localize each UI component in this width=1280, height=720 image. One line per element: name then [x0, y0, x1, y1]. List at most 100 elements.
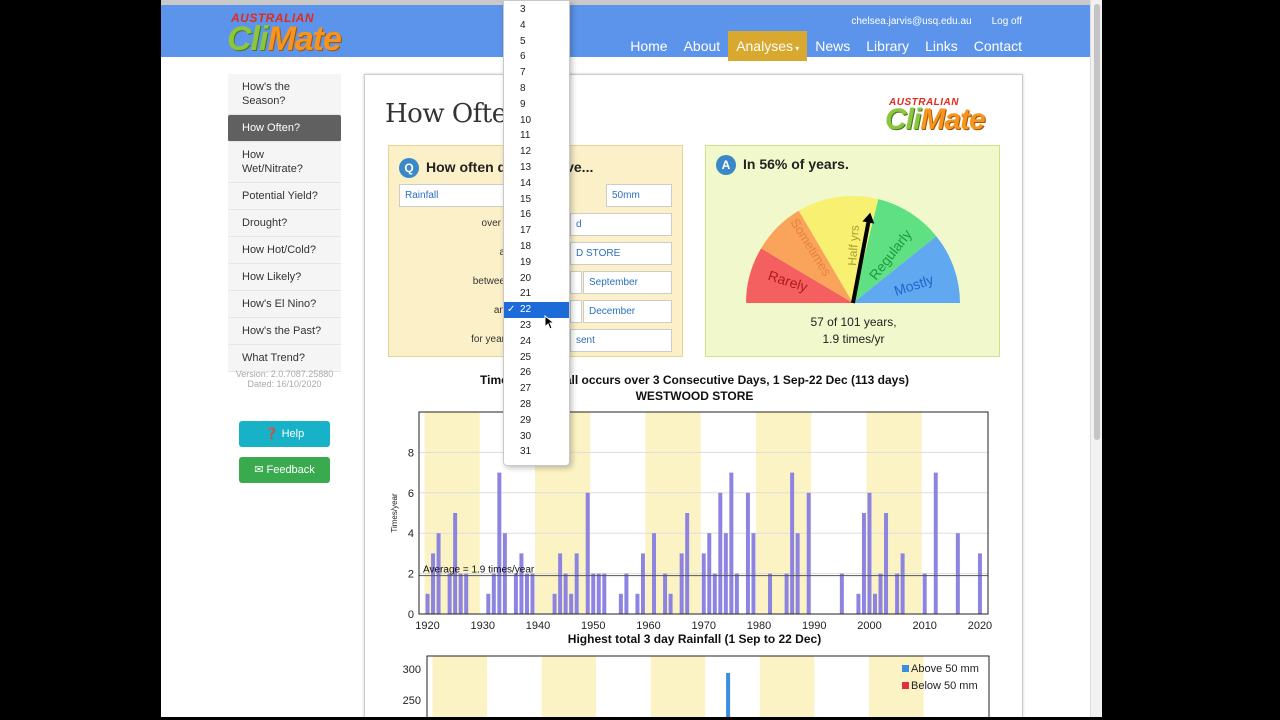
dropdown-option[interactable]: 6	[504, 49, 569, 65]
answer-summary: 57 of 101 years, 1.9 times/yr	[810, 315, 897, 346]
dropdown-option[interactable]: 17	[504, 223, 569, 239]
dropdown-option-label: 10	[520, 114, 532, 126]
help-button[interactable]: ❓ Help	[239, 421, 330, 447]
sidebar-item-el-nino[interactable]: How's El Nino?	[228, 291, 341, 318]
nav-links[interactable]: Links	[925, 38, 958, 54]
dropdown-option[interactable]: 19	[504, 255, 569, 271]
dropdown-option[interactable]: 10	[504, 113, 569, 129]
dropdown-option-label: 31	[520, 446, 532, 458]
chart-band	[755, 412, 812, 614]
start-day-select[interactable]	[570, 271, 582, 294]
sidebar-item-hot-cold[interactable]: How Hot/Cold?	[228, 237, 341, 264]
plot-frame	[426, 655, 990, 717]
dropdown-option[interactable]: 26	[504, 365, 569, 381]
feedback-button[interactable]: ✉ Feedback	[239, 457, 330, 483]
dropdown-option[interactable]: 8	[504, 81, 569, 97]
gauge-segment-mostly	[853, 236, 960, 303]
sidebar-item-how-likely[interactable]: How Likely?	[228, 264, 341, 291]
logoff-link[interactable]: Log off	[991, 16, 1022, 27]
x-tick-label: 1990	[802, 620, 826, 632]
bar	[524, 573, 529, 614]
bar	[640, 553, 645, 614]
dropdown-option[interactable]: 11	[504, 128, 569, 144]
sidebar-item-how-often[interactable]: How Often?	[228, 115, 341, 142]
dropdown-option-label: 29	[520, 414, 532, 426]
dropdown-option-label: 3	[520, 4, 526, 15]
dropdown-option[interactable]: 30	[504, 429, 569, 445]
dropdown-option[interactable]: 13	[504, 160, 569, 176]
station-select[interactable]: D STORE	[570, 242, 672, 265]
nav-analyses[interactable]: Analyses ▾	[728, 31, 808, 61]
dropdown-option[interactable]: 21	[504, 286, 569, 302]
dropdown-option[interactable]: ✓ 22	[504, 302, 569, 319]
over-select[interactable]: d	[570, 213, 672, 236]
dropdown-option-label: 7	[520, 67, 526, 79]
dropdown-option[interactable]: 5	[504, 34, 569, 50]
dropdown-option[interactable]: 25	[504, 350, 569, 366]
sidebar-item-drought[interactable]: Drought?	[228, 210, 341, 237]
frequency-bar-chart: 0 2 4 6 8 Average = 1.9 times/year 1920 1930 194…	[390, 411, 992, 632]
dropdown-option[interactable]: 18	[504, 239, 569, 255]
nav-library[interactable]: Library	[866, 38, 910, 54]
dropdown-option[interactable]: 7	[504, 65, 569, 81]
years-select[interactable]: sent	[570, 329, 672, 352]
end-day-select[interactable]	[570, 300, 582, 323]
dropdown-option[interactable]: 3	[504, 2, 569, 18]
sidebar-item-potential-yield[interactable]: Potential Yield?	[228, 183, 341, 210]
dropdown-option[interactable]: 20	[504, 271, 569, 287]
sidebar: How's the Season? How Often? How Wet/Nit…	[228, 74, 341, 372]
start-month-select[interactable]: September	[583, 271, 672, 294]
sidebar-item-past[interactable]: How's the Past?	[228, 318, 341, 345]
nav-contact[interactable]: Contact	[973, 38, 1022, 54]
bar	[602, 573, 607, 614]
dropdown-option[interactable]: 29	[504, 413, 569, 429]
bar	[701, 553, 706, 614]
user-email-link[interactable]: chelsea.jarvis@usq.edu.au	[851, 16, 972, 27]
bar	[734, 573, 739, 614]
sidebar-item-wet-nitrate[interactable]: How Wet/Nitrate?	[228, 142, 341, 183]
dropdown-option[interactable]: 12	[504, 144, 569, 160]
scrollbar[interactable]	[1090, 0, 1102, 717]
sidebar-item-trend[interactable]: What Trend?	[228, 345, 341, 372]
y-tick-label: 2	[408, 569, 414, 581]
dropdown-option[interactable]: 24	[504, 334, 569, 350]
dropdown-option[interactable]: 28	[504, 397, 569, 413]
nav-home[interactable]: Home	[630, 38, 668, 54]
threshold-select[interactable]: 50mm	[606, 184, 672, 207]
between-label: betwee	[472, 276, 505, 287]
dropdown-option-label: 4	[520, 19, 526, 31]
dropdown-option[interactable]: 23	[504, 318, 569, 334]
end-month-select[interactable]: December	[583, 300, 672, 323]
bar	[878, 573, 883, 614]
dropdown-option[interactable]: 27	[504, 381, 569, 397]
dropdown-option[interactable]: 15	[504, 192, 569, 208]
sidebar-item-season[interactable]: How's the Season?	[228, 74, 341, 115]
bar	[635, 593, 640, 614]
dropdown-option-label: 30	[520, 430, 532, 442]
nav-news[interactable]: News	[815, 38, 851, 54]
x-tick-label: 1920	[415, 620, 439, 632]
x-tick-label: 1950	[581, 620, 605, 632]
climate-logo[interactable]: AUSTRALIAN CliMate	[227, 11, 342, 58]
bar	[712, 573, 717, 614]
user-links: chelsea.jarvis@usq.edu.au Log off	[851, 16, 1022, 27]
day-dropdown-list[interactable]: 3 4 5 6 7 8 9 10 11 12 13 14 15 16 17 18 19 20 21 ✓ 22 23 24 25…	[503, 0, 570, 466]
legend-label: Below 50 mm	[911, 680, 978, 692]
bar	[867, 492, 872, 614]
x-tick-label: 1940	[526, 620, 550, 632]
dropdown-option[interactable]: 9	[504, 97, 569, 113]
chart-band	[759, 656, 815, 717]
dropdown-option[interactable]: 31	[504, 444, 569, 460]
dropdown-option[interactable]: 14	[504, 176, 569, 192]
y-tick-label: 4	[408, 528, 414, 540]
bar	[729, 472, 734, 614]
variable-select[interactable]: Rainfall	[399, 184, 509, 207]
dropdown-option-label: 6	[520, 51, 526, 63]
bar	[751, 533, 756, 614]
nav-about[interactable]: About	[683, 38, 721, 54]
dropdown-option[interactable]: 4	[504, 18, 569, 34]
scrollbar-thumb[interactable]	[1094, 4, 1100, 440]
dropdown-option-label: 5	[520, 35, 526, 47]
bar	[447, 573, 452, 614]
dropdown-option[interactable]: 16	[504, 207, 569, 223]
